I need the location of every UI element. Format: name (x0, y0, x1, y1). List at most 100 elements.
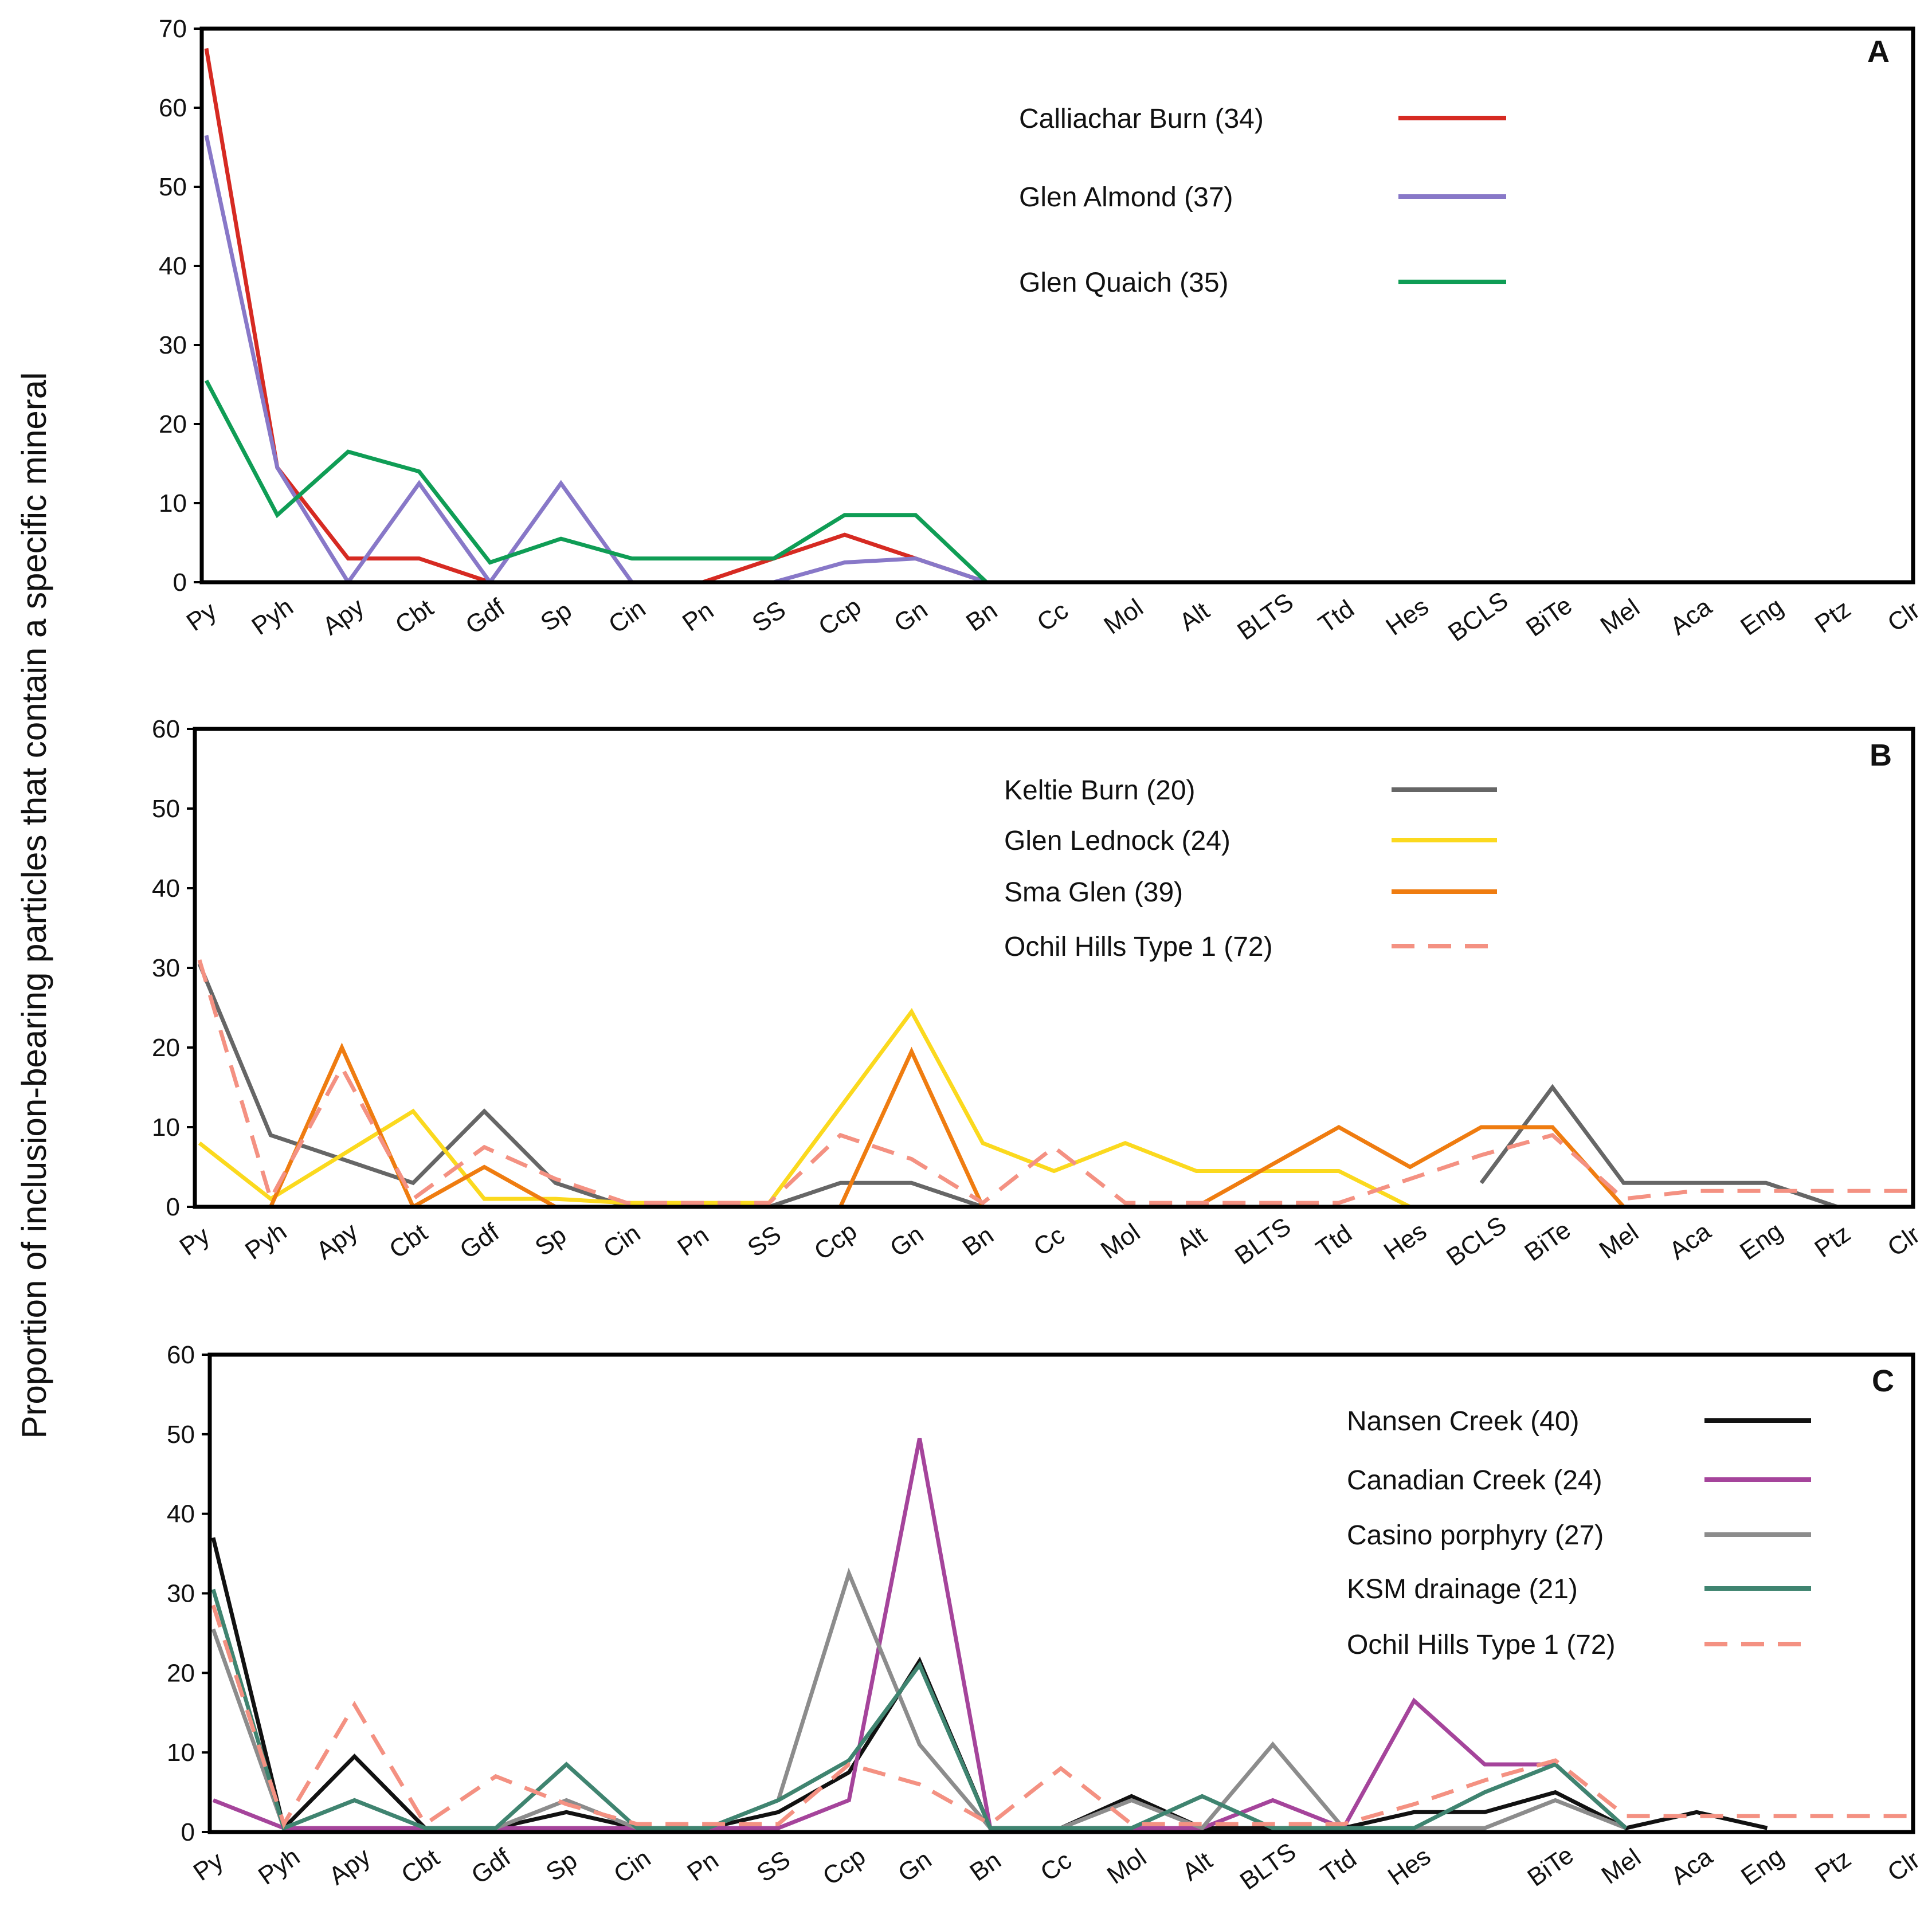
legend-entry-label: Glen Almond (37) (1019, 182, 1233, 213)
x-tick-label: Cc (1029, 1221, 1070, 1262)
series-line-sma-glen-39 (269, 1042, 557, 1207)
y-tick-label: 20 (159, 410, 187, 438)
y-tick-label: 0 (166, 1193, 180, 1221)
x-tick-label: SS (743, 1220, 786, 1262)
x-tick-label: BLTS (1230, 1212, 1296, 1270)
x-tick-label: BLTS (1235, 1837, 1302, 1895)
plot-frame (207, 1352, 1915, 1834)
legend-entry-label: Casino porphyry (27) (1347, 1520, 1604, 1551)
x-tick-label: Pyh (246, 593, 298, 641)
x-tick-label: Mol (1096, 1218, 1145, 1265)
legend-entry-label: Nansen Creek (40) (1347, 1406, 1580, 1437)
y-tick-label: 40 (167, 1500, 195, 1528)
y-tick-label: 30 (152, 954, 180, 982)
panel-letter: C (1872, 1364, 1894, 1398)
x-tick-label: Aca (1666, 1842, 1718, 1890)
x-tick-label: Ccp (818, 1842, 871, 1891)
x-tick-label: Py (182, 597, 222, 637)
y-tick-label: 60 (152, 715, 180, 743)
legend-entry-label: Calliachar Burn (34) (1019, 104, 1264, 134)
y-axis-title: Proportion of inclusion-bearing particle… (15, 372, 53, 1439)
x-tick-label: Cin (603, 594, 650, 639)
x-tick-label: Sp (530, 1221, 571, 1262)
x-tick-label: Gn (885, 1220, 928, 1262)
x-tick-label: Aca (1665, 593, 1717, 641)
panel-c: 0 10 20 30 40 50 60 Py Pyh Apy Cbt Gdf Sp Cin Pn SS Ccp G… (167, 1341, 1925, 1896)
x-tick-label: Apy (318, 593, 369, 641)
x-tick-label: Ttd (1316, 1845, 1362, 1889)
x-tick-label: Clr (1883, 1846, 1925, 1887)
y-tick-label: 40 (159, 252, 187, 280)
series-line-ksm-drainage-21 (211, 1588, 1628, 1831)
series-group (211, 1438, 1909, 1832)
x-tick-label: BCLS (1443, 586, 1513, 647)
x-tick-label: BiTe (1521, 591, 1577, 642)
x-tick-label: Pn (672, 1221, 714, 1262)
series-group (197, 959, 1909, 1207)
x-tick-label: Cin (609, 1844, 656, 1889)
x-tick-label: Eng (1735, 1217, 1788, 1266)
y-tick-label: 10 (152, 1113, 180, 1142)
legend-entry-label: Ochil Hills Type 1 (72) (1347, 1630, 1616, 1660)
x-tick-label: Apy (324, 1842, 375, 1890)
x-tick-label: Clr (1883, 596, 1925, 637)
x-tick-label: BLTS (1232, 587, 1299, 645)
x-tick-label: Mel (1594, 1218, 1644, 1265)
y-tick-label: 0 (173, 568, 187, 597)
x-tick-label: Cc (1032, 597, 1073, 637)
x-tick-label: Cbt (396, 1843, 444, 1889)
y-tick-label: 50 (167, 1421, 195, 1449)
x-tick-label: Py (175, 1221, 215, 1261)
y-tick-label: 10 (159, 489, 187, 517)
x-tick-label: Bn (957, 1221, 998, 1262)
y-tick-label: 60 (159, 94, 187, 122)
y-tick-label: 30 (167, 1580, 195, 1608)
x-tick-label: SS (747, 595, 791, 638)
x-tick-label: Mol (1102, 1843, 1151, 1890)
x-tick-label: Ttd (1311, 1219, 1357, 1264)
x-tick-label: Bn (965, 1846, 1006, 1887)
x-tick-label: Cc (1036, 1846, 1077, 1887)
y-tick-label: 60 (167, 1341, 195, 1369)
legend-entry-label: Keltie Burn (20) (1004, 775, 1196, 806)
x-tick-label: Pyh (253, 1842, 305, 1890)
y-tick-label: 30 (159, 331, 187, 359)
x-tick-label: Cbt (390, 594, 438, 639)
series-line-glen-almond-37 (204, 135, 634, 582)
y-tick-label: 70 (159, 15, 187, 43)
x-tick-label: Apy (311, 1217, 363, 1265)
plot-frame (193, 727, 1915, 1209)
x-tick-label: Gdf (467, 1843, 516, 1889)
panel-letter: A (1867, 34, 1890, 69)
y-tick-label: 10 (167, 1739, 195, 1767)
x-tick-label: Mel (1597, 1843, 1646, 1890)
series-line-ochil-hills-type-1-72 (211, 1605, 1909, 1829)
x-tick-label: Alt (1171, 1221, 1212, 1261)
y-tick-label: 20 (152, 1034, 180, 1062)
x-tick-label: Ptz (1810, 595, 1856, 639)
x-tick-label: Eng (1735, 593, 1788, 641)
x-tick-label: Gdf (455, 1218, 505, 1264)
x-tick-label: Clr (1883, 1221, 1925, 1262)
x-tick-label: Sp (541, 1846, 582, 1887)
x-tick-label: Cbt (384, 1218, 432, 1264)
y-tick-label: 20 (167, 1659, 195, 1687)
x-tick-label: Pn (677, 597, 719, 637)
series-line-glen-quaich-35 (204, 379, 988, 582)
x-tick-label: Mel (1596, 594, 1645, 640)
legend-entry-label: Sma Glen (39) (1004, 877, 1183, 908)
x-tick-label: Hes (1381, 593, 1433, 641)
series-line-glen-lednock-24 (198, 1008, 1411, 1207)
plot-frame (199, 26, 1915, 585)
panel-b: 0 10 20 30 40 50 60 Py Pyh Apy Cbt Gdf Sp Cin Pn SS Ccp G… (152, 715, 1925, 1272)
x-tick-label: BiTe (1519, 1216, 1576, 1267)
x-tick-label: Hes (1379, 1217, 1432, 1266)
x-tick-label: Pn (682, 1846, 723, 1887)
x-tick-label: Gn (893, 1845, 936, 1888)
series-line-keltie-burn-20 (1479, 1084, 1838, 1207)
x-tick-label: Ttd (1314, 595, 1359, 639)
x-tick-label: SS (752, 1845, 795, 1888)
series-line-ochil-hills-type-1-72 (197, 959, 1909, 1206)
y-tick-label: 50 (152, 795, 180, 823)
